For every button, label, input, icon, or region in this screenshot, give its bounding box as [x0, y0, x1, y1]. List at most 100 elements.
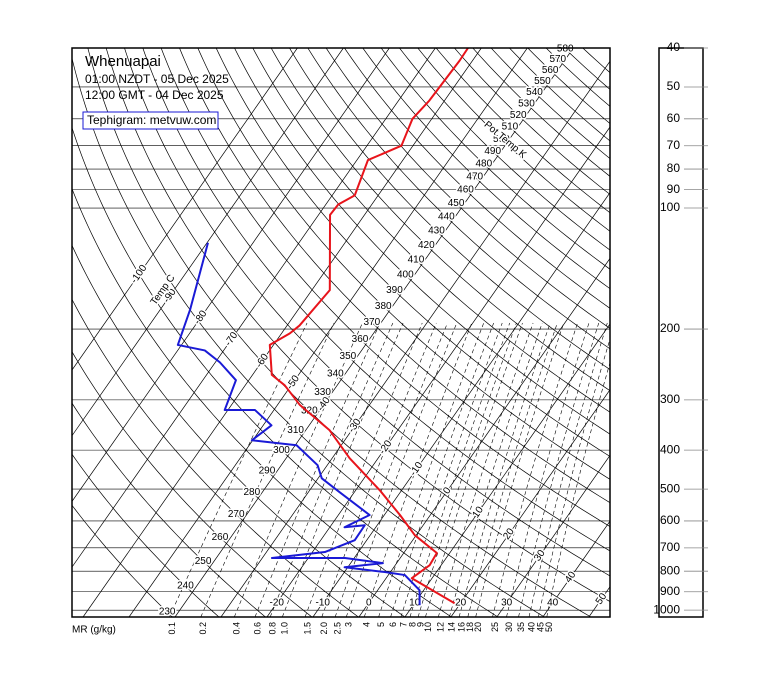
sounding-line: [176, 242, 421, 606]
pressure-tick-label: 900: [660, 584, 680, 598]
isentrope: [179, 48, 610, 504]
isotherm: [312, 192, 610, 617]
isentrope: [87, 48, 592, 617]
mixing-ratio-tick-label: 20: [473, 622, 483, 632]
sounding-line: [268, 48, 469, 605]
isentrope-label: 480: [475, 159, 492, 170]
isotherm: [128, 48, 528, 617]
isentrope-label: 290: [259, 465, 276, 476]
mixing-ratio-tick-label: 5: [376, 622, 386, 627]
isentrope-label: 470: [466, 171, 483, 182]
mixing-ratio-line: [269, 322, 394, 617]
isentrope: [362, 48, 610, 290]
mixing-ratio-tick-label: 1.0: [280, 622, 290, 635]
plot-frame: [71, 47, 611, 618]
mixing-ratio-line: [363, 322, 473, 617]
isentrope-label: 270: [228, 509, 245, 520]
isentrope-label: 320: [301, 406, 318, 417]
isotherm-base-label: -10: [316, 598, 331, 609]
mixing-ratio-tick-label: 7: [398, 622, 408, 627]
mixing-ratio-line: [538, 338, 610, 617]
isotherm: [542, 520, 610, 617]
isentrope: [72, 402, 266, 617]
isentrope: [399, 48, 610, 251]
isentrope: [72, 504, 173, 617]
pressure-tick-label: 40: [667, 40, 681, 54]
subtitle: 01:00 NZDT - 05 Dec 2025: [85, 72, 229, 86]
isentrope-label: 330: [314, 387, 331, 398]
pressure-tick-label: 400: [660, 442, 680, 456]
isotherm: [72, 48, 344, 437]
isentrope-label: 380: [375, 301, 392, 312]
isentrope-label: 440: [438, 212, 455, 223]
isentrope-label: 540: [526, 87, 543, 98]
pressure-tick-label: 200: [660, 321, 680, 335]
mixing-ratio-tick-label: 8: [407, 622, 417, 627]
mixing-ratio-tick-label: 0.4: [232, 622, 242, 635]
isentrope: [72, 244, 406, 617]
pressure-tick-label: 80: [667, 161, 681, 175]
isentrope: [325, 48, 610, 329]
isentrope-label: 430: [428, 226, 445, 237]
mixing-ratio-tick-label: 3: [344, 622, 354, 627]
isentrope: [72, 187, 452, 617]
isentrope-label: 520: [510, 110, 527, 121]
isentrope: [344, 48, 610, 309]
isentrope-label: 340: [327, 369, 344, 380]
isentrope-label: 490: [484, 146, 501, 157]
mixing-ratio-line: [425, 322, 523, 617]
mixing-ratio-line: [390, 322, 494, 617]
isentrope-label: 560: [542, 65, 559, 76]
mixing-ratio-tick-label: 18: [465, 622, 475, 632]
mixing-ratio-line: [234, 322, 363, 617]
mixing-ratio-line: [254, 322, 381, 617]
isentrope-label: 450: [448, 198, 465, 209]
isentrope: [72, 57, 545, 617]
mixing-ratio-line: [528, 322, 608, 617]
mixing-ratio-tick-label: 10: [423, 622, 433, 632]
diagram-grid: [72, 48, 610, 617]
isentrope: [197, 48, 610, 480]
isentrope-label: 570: [549, 54, 566, 65]
isotherm-base-label: 0: [366, 598, 372, 609]
isotherm: [220, 60, 610, 617]
pressure-tick-label: 800: [660, 563, 680, 577]
isotherm-base-label: -20: [270, 598, 285, 609]
isotherm-base-label: 30: [501, 598, 513, 609]
pressure-tick-label: 600: [660, 513, 680, 527]
mixing-ratio-line: [169, 322, 308, 617]
mixing-ratio-tick-label: 0.8: [268, 622, 278, 635]
mixing-ratio-tick-label: 25: [490, 622, 500, 632]
mixing-ratio-label: MR (g/kg): [72, 625, 116, 636]
isentrope-label: 360: [352, 334, 369, 345]
grid-labels: -100-90-80-70-60-50-40-30-20-10010203040…: [127, 42, 611, 619]
mixing-ratio-tick-label: 30: [504, 622, 514, 632]
isentrope-label: 550: [534, 76, 551, 87]
isentrope-label: 400: [397, 270, 414, 281]
isentrope: [72, 298, 359, 617]
mixing-ratio-tick-label: 12: [436, 622, 446, 632]
isentrope: [417, 48, 610, 232]
source: Tephigram: metvuw.com: [87, 113, 216, 127]
mixing-ratio-tick-label: 9: [415, 622, 425, 627]
isentrope-label: 580: [557, 43, 574, 54]
isentrope-label: 530: [518, 98, 535, 109]
isentrope: [72, 351, 313, 617]
isentrope-label: 500: [493, 134, 510, 145]
mixing-ratio-line: [400, 322, 503, 617]
isentrope-label: 300: [273, 445, 290, 456]
isentrope-label: 420: [418, 240, 435, 251]
mixing-ratio-tick-label: 0.1: [167, 622, 177, 635]
pressure-tick-label: 70: [667, 138, 681, 152]
mixing-ratio-line: [417, 322, 517, 617]
mixing-ratio-line: [200, 322, 335, 617]
isentrope-label: 410: [408, 255, 425, 266]
isentrope-label: 280: [243, 487, 260, 498]
mixing-ratio-tick-label: 45: [536, 622, 546, 632]
pressure-tick-label: 300: [660, 392, 680, 406]
isentrope: [380, 48, 610, 270]
sounding: [176, 48, 469, 606]
mixing-ratio-line: [467, 322, 558, 617]
